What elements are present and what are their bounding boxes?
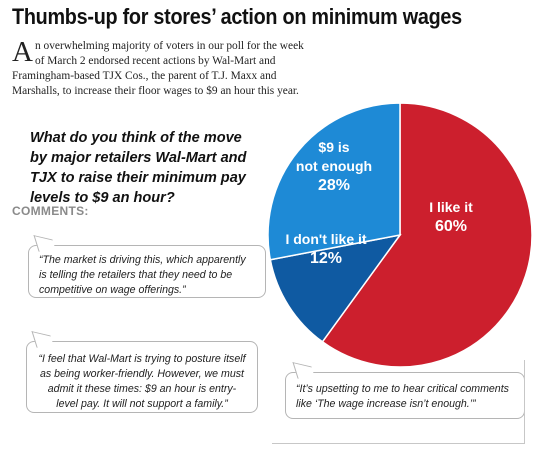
comment-text-3: “It’s upsetting to me to hear critical c…	[296, 383, 509, 410]
pie-category-label-1: I like it	[429, 199, 473, 215]
pie-category-label-3: $9 is	[318, 139, 349, 155]
frame-line-right	[524, 360, 525, 444]
headline: Thumbs-up for stores’ action on minimum …	[12, 4, 462, 29]
pie-slice-2	[269, 233, 402, 343]
comment-text-1: “The market is driving this, which appar…	[39, 254, 246, 296]
pie-value-label-1: 60%	[435, 218, 467, 235]
intro-paragraph: A n overwhelming majority of voters in o…	[12, 36, 312, 99]
pie-value-label-3: 28%	[318, 177, 350, 194]
pie-value-label-2: 12%	[310, 250, 342, 267]
pie-slice-3	[267, 102, 401, 261]
intro-text: n overwhelming majority of voters in our…	[12, 40, 304, 97]
comments-heading: COMMENTS:	[12, 204, 89, 218]
pie-slice-1	[321, 102, 533, 368]
comment-bubble-3: “It’s upsetting to me to hear critical c…	[285, 362, 525, 419]
poll-question: What do you think of the move by major r…	[30, 129, 247, 206]
comment-bubble-2: “I feel that Wal-Mart is trying to postu…	[26, 331, 258, 413]
comment-bubble-1: “The market is driving this, which appar…	[28, 235, 266, 298]
comment-text-2: “I feel that Wal-Mart is trying to postu…	[38, 353, 246, 410]
frame-line-bottom	[272, 443, 524, 444]
pie-category-label-2: I don't like it	[285, 231, 366, 247]
pie-category-label-3: not enough	[296, 158, 372, 174]
intro-drop-cap: A	[12, 36, 33, 68]
